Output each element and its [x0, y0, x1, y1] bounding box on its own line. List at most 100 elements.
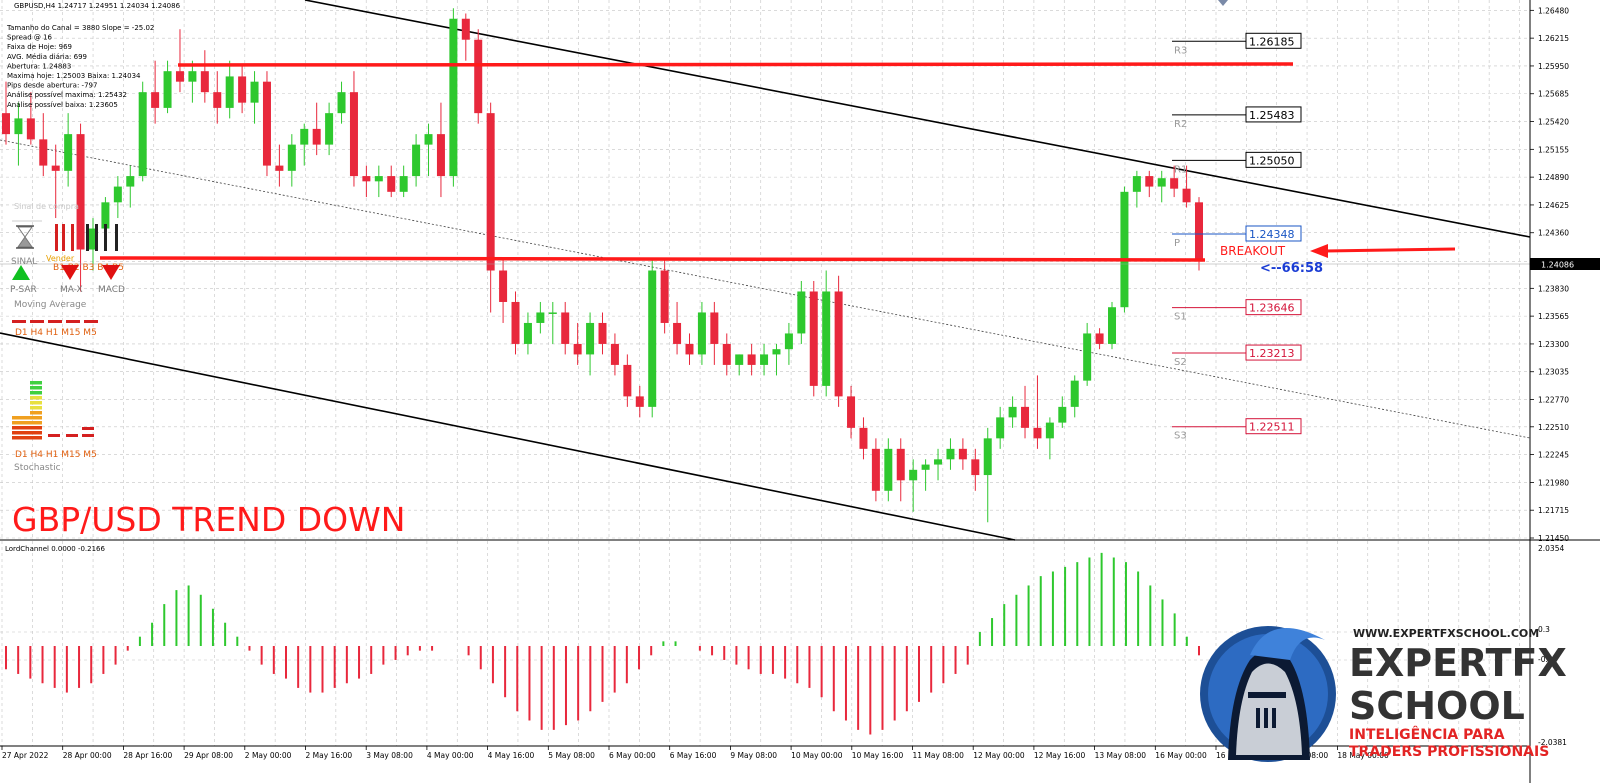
- pivot-s1[interactable]: S1 1.23646: [1172, 299, 1302, 323]
- candle: [1170, 165, 1179, 198]
- candle: [809, 280, 818, 397]
- pivot-name: R1: [1174, 164, 1187, 175]
- candle: [51, 144, 60, 219]
- candle: [635, 385, 644, 418]
- candle: [374, 165, 383, 198]
- pivot-r3[interactable]: R3 1.26185: [1172, 32, 1302, 56]
- pivot-levels: R3 1.26185 R2 1.25483 R1 1.25050 P 1.24348 S1 1.2…: [1172, 32, 1302, 442]
- candle: [499, 260, 508, 323]
- price-pane[interactable]: R3 1.26185 R2 1.25483 R1 1.25050 P 1.24348 S1 1.2…: [0, 0, 1600, 543]
- signal-value: Vender: [46, 254, 75, 263]
- brand-name-line1: EXPERTFX: [1349, 641, 1567, 685]
- candle: [934, 448, 943, 481]
- candle: [660, 260, 669, 334]
- candle: [64, 113, 73, 187]
- pivot-s2[interactable]: S2 1.23213: [1172, 344, 1302, 368]
- candle: [2, 81, 10, 145]
- candle: [1145, 170, 1154, 198]
- pivot-value: 1.25050: [1249, 154, 1295, 167]
- buffers-label: B1 B2 B3 B4 B5: [53, 263, 124, 273]
- candle: [548, 301, 557, 344]
- candle: [188, 60, 197, 103]
- candle: [262, 71, 271, 177]
- time-tick-label: 3 May 08:00: [366, 751, 413, 760]
- candle: [151, 60, 160, 124]
- candle: [88, 218, 97, 271]
- info-line: Spread @ 16: [7, 34, 53, 42]
- candle: [722, 333, 731, 376]
- info-line: Pips desde abertura: -797: [7, 82, 97, 90]
- signal-panel: Sinal de compra SINAL Vender B1 B2 B3 B4…: [10, 202, 125, 473]
- candle: [896, 438, 905, 502]
- scroll-marker-icon[interactable]: [1218, 0, 1228, 6]
- current-price-value: 1.24086: [1541, 261, 1574, 270]
- time-tick-label: 12 May 16:00: [1034, 751, 1086, 760]
- countdown-label: <--66:58: [1260, 261, 1323, 276]
- time-tick-label: 11 May 08:00: [913, 751, 965, 760]
- candle: [847, 385, 856, 439]
- info-line: Faixa de Hoje: 969: [7, 43, 72, 51]
- price-tick-label: 1.25155: [1538, 145, 1569, 154]
- candle: [163, 60, 172, 114]
- candle: [784, 322, 793, 365]
- max-down-arrow-icon: [61, 265, 79, 280]
- pivot-p[interactable]: P 1.24348: [1172, 225, 1302, 249]
- price-tick-label: 1.25950: [1538, 62, 1569, 71]
- candle: [486, 102, 495, 313]
- candle: [349, 71, 358, 187]
- macd-down-arrow-icon: [102, 265, 120, 280]
- indicator-tick-label: -0.3: [1538, 655, 1553, 664]
- candle: [884, 438, 893, 502]
- psar-up-arrow-icon: [12, 265, 30, 280]
- candle: [871, 438, 880, 502]
- pivot-s3[interactable]: S3 1.22511: [1172, 418, 1302, 442]
- breakout-arrow: [1310, 244, 1456, 258]
- indicator-tick-label: 0.3: [1538, 625, 1550, 634]
- price-tick-label: 1.22245: [1538, 451, 1569, 460]
- price-tick-label: 1.24890: [1538, 173, 1569, 182]
- candle: [436, 102, 445, 198]
- candle: [921, 459, 930, 491]
- brand-logo: WWW.EXPERTFXSCHOOL.COM EXPERTFX SCHOOL I…: [1200, 626, 1567, 762]
- pivot-value: 1.22511: [1249, 421, 1295, 434]
- candle: [14, 102, 23, 166]
- resistance-level-line[interactable]: [177, 62, 1294, 67]
- candle: [1083, 322, 1092, 386]
- time-tick-label: 4 May 00:00: [427, 751, 474, 760]
- price-tick-label: 1.26215: [1538, 34, 1569, 43]
- pivot-r1[interactable]: R1 1.25050: [1172, 151, 1302, 175]
- time-tick-label: 6 May 00:00: [609, 751, 656, 760]
- price-axis: 1.26480 1.26215 1.25950 1.25685 1.25420 1.251…: [1530, 6, 1569, 543]
- candle: [1045, 417, 1054, 460]
- candle: [971, 448, 980, 491]
- signal-label: SINAL: [11, 257, 37, 267]
- time-tick-label: 13 May 08:00: [1095, 751, 1147, 760]
- price-tick-label: 1.25685: [1538, 90, 1569, 99]
- time-tick-label: 10 May 16:00: [852, 751, 904, 760]
- candle: [76, 123, 85, 292]
- stochastic-label: Stochastic: [14, 463, 61, 473]
- candle: [126, 165, 135, 208]
- support-resistance-levels: [99, 62, 1294, 262]
- candle: [673, 301, 682, 355]
- candle: [461, 13, 470, 61]
- info-line: AVG. Média diária: 699: [7, 53, 87, 61]
- support-level-line[interactable]: [99, 256, 1206, 262]
- pivot-r2[interactable]: R2 1.25483: [1172, 106, 1302, 130]
- candle: [113, 176, 122, 219]
- candle: [523, 312, 532, 355]
- indicator-axis: 2.0354 0.3 -0.3 -2.0381: [1538, 544, 1567, 747]
- hourglass-icon: [16, 225, 34, 249]
- candle: [250, 71, 259, 124]
- candle: [1058, 396, 1067, 428]
- candle: [822, 270, 831, 397]
- candle: [138, 81, 147, 182]
- price-tick-label: 1.23035: [1538, 368, 1569, 377]
- pivot-name: P: [1174, 238, 1180, 249]
- channel-lower-line: [0, 332, 1016, 541]
- candle: [598, 312, 607, 355]
- candle: [983, 427, 992, 523]
- price-tick-label: 1.21715: [1538, 506, 1569, 515]
- info-panel: Tamanho do Canal = 3880 Slope = -25.02 Sp…: [6, 24, 154, 109]
